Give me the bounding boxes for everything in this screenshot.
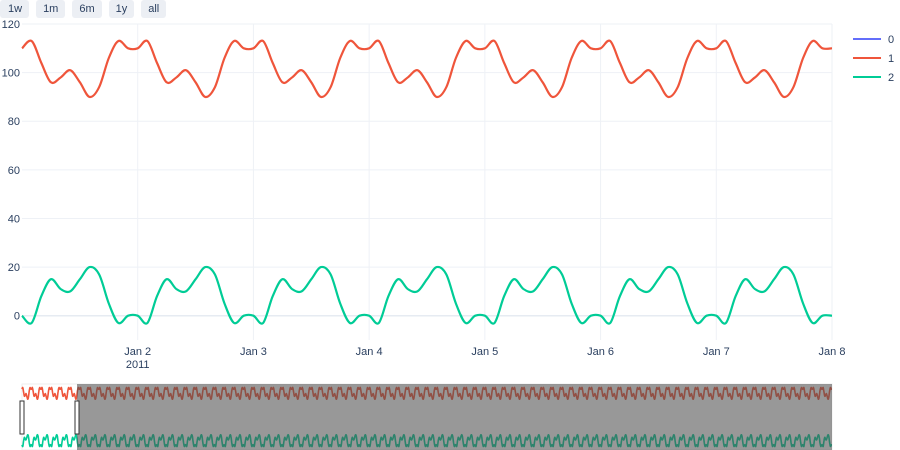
y-tick-label: 120 xyxy=(2,19,20,31)
range-button-1m[interactable]: 1m xyxy=(36,0,66,18)
series-line-2 xyxy=(21,265,833,325)
y-tick-label: 80 xyxy=(8,116,20,128)
grid xyxy=(22,23,833,340)
y-tick-label: 40 xyxy=(8,213,20,225)
series-line-1 xyxy=(21,39,833,99)
x-tick-label: Jan 2 xyxy=(124,346,151,358)
x-tick-label: Jan 3 xyxy=(240,346,267,358)
x-tick-label: Jan 5 xyxy=(471,346,498,358)
legend-label-2: 2 xyxy=(888,72,894,84)
range-slider-handle-left xyxy=(19,400,25,435)
x-tick-label: Jan 7 xyxy=(703,346,730,358)
plot-area xyxy=(21,39,833,325)
x-tick-label: Jan 8 xyxy=(819,346,846,358)
x-tick-label: Jan 6 xyxy=(587,346,614,358)
range-selector: 1w 1m 6m 1y all xyxy=(0,0,167,20)
legend: 0 1 2 xyxy=(853,34,894,84)
range-button-all[interactable]: all xyxy=(141,0,167,18)
range-slider-handle-right xyxy=(74,400,80,435)
x-tick-sublabel: 2011 xyxy=(126,359,150,371)
range-slider-mask xyxy=(77,384,832,450)
y-axis: 0 20 40 60 80 100 120 xyxy=(2,19,20,323)
y-tick-label: 0 xyxy=(14,311,20,323)
legend-label-0: 0 xyxy=(888,34,894,46)
x-tick-label: Jan 4 xyxy=(356,346,383,358)
legend-label-1: 1 xyxy=(888,53,894,65)
y-tick-label: 20 xyxy=(8,262,20,274)
range-slider[interactable] xyxy=(19,383,833,450)
range-button-1y[interactable]: 1y xyxy=(108,0,135,18)
y-tick-label: 100 xyxy=(2,68,20,80)
range-button-6m[interactable]: 6m xyxy=(72,0,102,18)
y-tick-label: 60 xyxy=(8,165,20,177)
range-button-1w[interactable]: 1w xyxy=(0,0,30,18)
